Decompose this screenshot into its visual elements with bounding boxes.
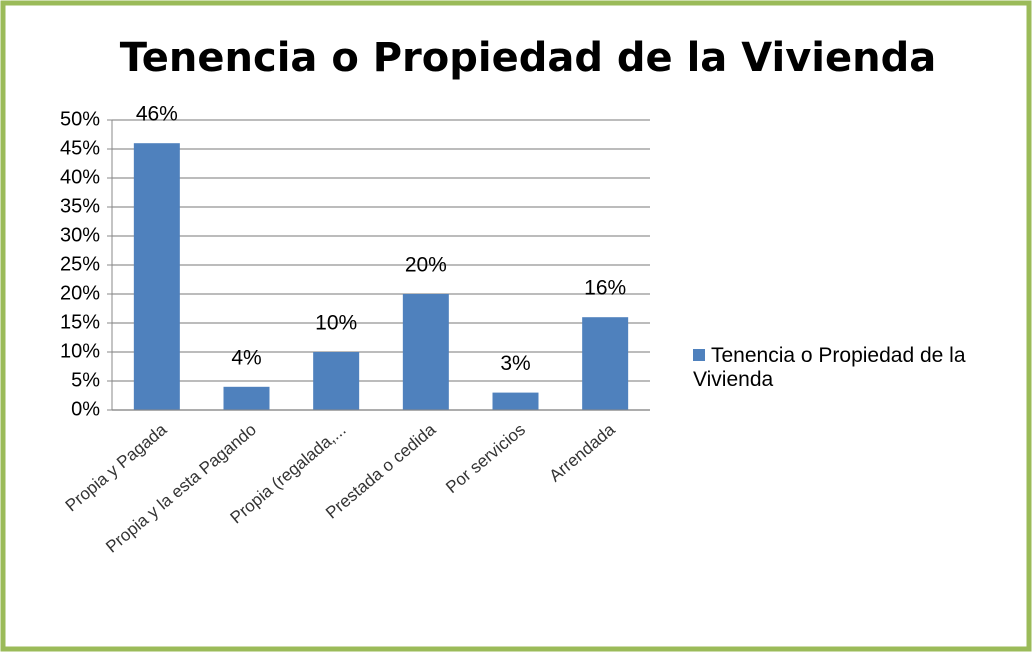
value-label: 3% xyxy=(500,352,530,375)
y-tick-label: 10% xyxy=(60,340,100,362)
y-tick-label: 40% xyxy=(60,166,100,188)
y-tick-label: 5% xyxy=(71,369,100,391)
value-label: 46% xyxy=(136,103,178,126)
bar xyxy=(582,317,629,410)
y-tick-label: 15% xyxy=(60,311,100,333)
bar xyxy=(133,143,180,410)
value-label: 20% xyxy=(405,254,447,277)
bar xyxy=(223,386,270,410)
chart-title: Tenencia o Propiedad de la Vivienda xyxy=(120,35,936,81)
y-tick-label: 25% xyxy=(60,253,100,275)
y-tick-label: 20% xyxy=(60,282,100,304)
bar xyxy=(313,352,360,410)
y-tick-label: 45% xyxy=(60,137,100,159)
legend-swatch xyxy=(693,349,705,361)
value-label: 4% xyxy=(231,346,261,369)
legend: Tenencia o Propiedad de la Vivienda xyxy=(693,344,1013,392)
bar xyxy=(402,294,449,410)
legend-label: Tenencia o Propiedad de la Vivienda xyxy=(693,344,966,391)
value-label: 10% xyxy=(315,312,357,335)
bar xyxy=(492,392,539,410)
value-label: 16% xyxy=(584,277,626,300)
y-tick-label: 35% xyxy=(60,195,100,217)
y-tick-label: 50% xyxy=(60,108,100,130)
y-tick-label: 30% xyxy=(60,224,100,246)
y-tick-label: 0% xyxy=(71,398,100,420)
